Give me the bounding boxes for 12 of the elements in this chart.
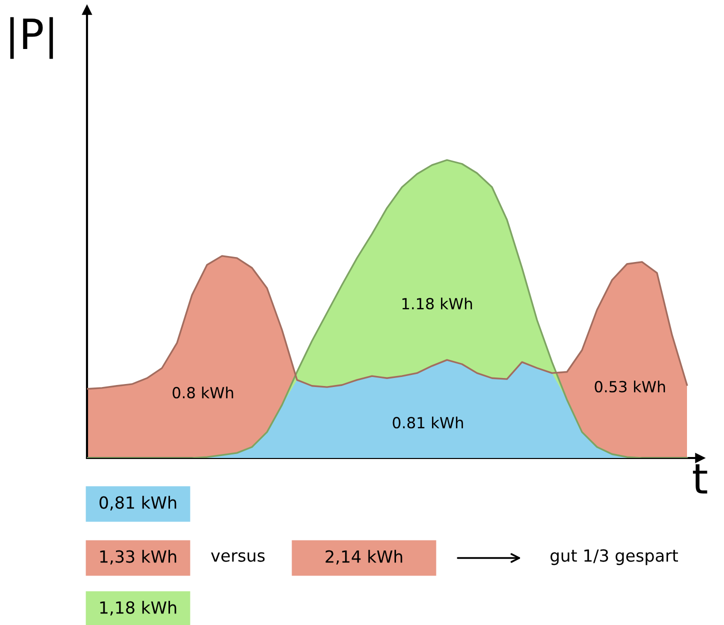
text: 1,33 kWh bbox=[100, 550, 176, 565]
x-axis-title: t bbox=[692, 464, 708, 494]
annotation: 1.18 kWh bbox=[402, 298, 472, 310]
annotation: 0.53 kWh bbox=[594, 380, 665, 392]
annotation: 0.8 kWh bbox=[172, 386, 234, 398]
annotation: 0.81 kWh bbox=[392, 416, 463, 428]
text: versus bbox=[211, 552, 265, 562]
text: 2,14 kWh bbox=[326, 550, 402, 565]
y-axis-title: |P| bbox=[10, 17, 53, 59]
text: gut 1/3 gespart bbox=[550, 549, 678, 566]
text: 1,18 kWh bbox=[100, 600, 176, 616]
text: 0,81 kWh bbox=[100, 496, 176, 511]
